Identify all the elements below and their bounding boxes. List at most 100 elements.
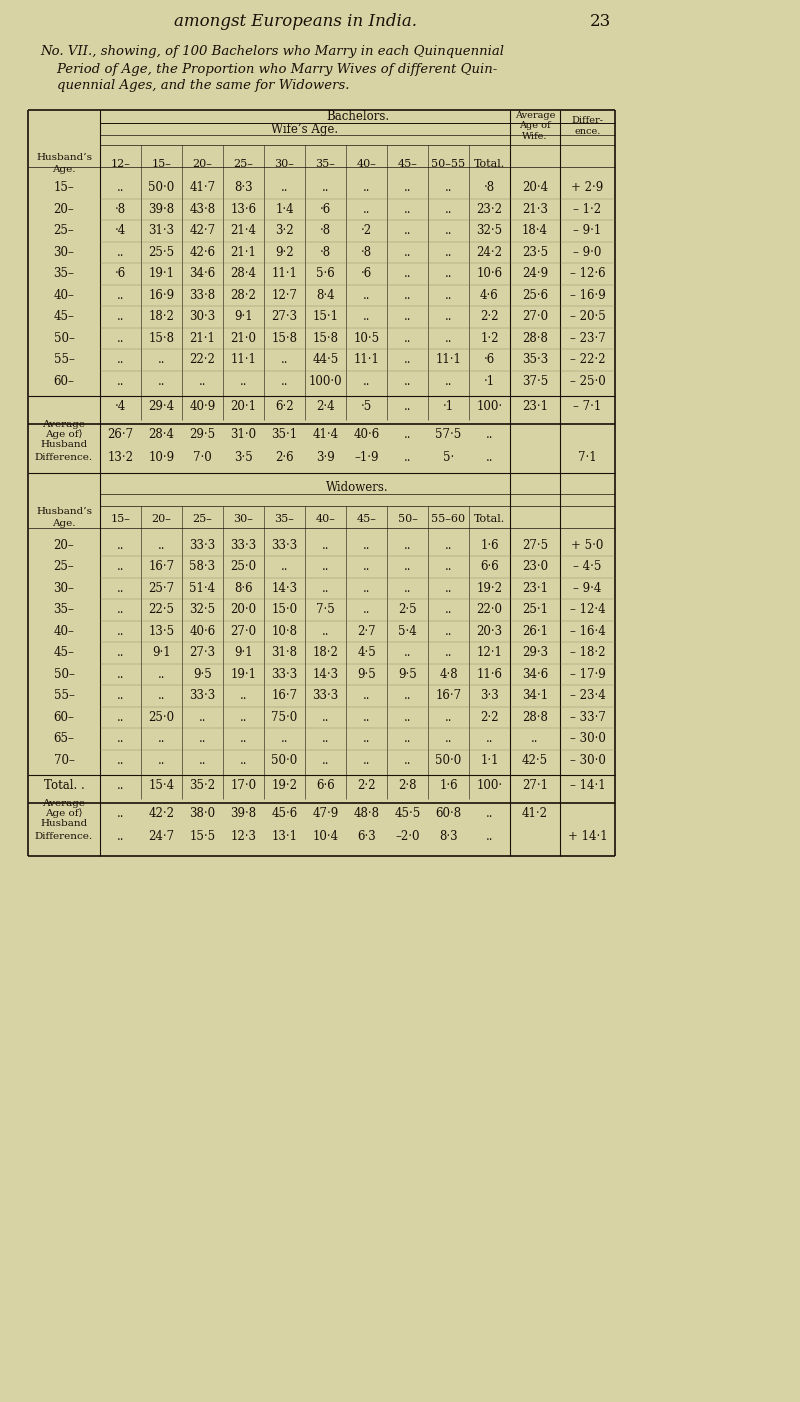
Text: – 4·5: – 4·5 — [574, 561, 602, 573]
Text: 40–: 40– — [315, 513, 335, 523]
Text: 2·8: 2·8 — [398, 780, 417, 792]
Text: 30–: 30– — [54, 245, 74, 259]
Text: – 18·2: – 18·2 — [570, 646, 606, 659]
Text: – 20·5: – 20·5 — [570, 310, 606, 324]
Text: ·4: ·4 — [115, 400, 126, 414]
Text: 30–: 30– — [234, 513, 254, 523]
Text: 30–: 30– — [54, 582, 74, 594]
Text: 100·: 100· — [477, 780, 502, 792]
Text: 20–: 20– — [193, 158, 213, 170]
Text: 55–60: 55–60 — [431, 513, 466, 523]
Text: 11·1: 11·1 — [230, 353, 257, 366]
Text: ..: .. — [486, 451, 494, 464]
Text: 12–: 12– — [110, 158, 130, 170]
Text: ..: .. — [117, 690, 124, 702]
Text: ..: .. — [362, 732, 370, 746]
Text: 51·4: 51·4 — [190, 582, 215, 594]
Text: ..: .. — [445, 646, 452, 659]
Text: ..: .. — [445, 181, 452, 195]
Text: ..: .. — [445, 625, 452, 638]
Text: ..: .. — [362, 203, 370, 216]
Text: ..: .. — [362, 603, 370, 617]
Text: + 2·9: + 2·9 — [571, 181, 604, 195]
Text: Wife’s Age.: Wife’s Age. — [271, 122, 338, 136]
Text: 6·6: 6·6 — [316, 780, 335, 792]
Text: 35·3: 35·3 — [522, 353, 548, 366]
Text: 11·1: 11·1 — [354, 353, 379, 366]
Text: 17·0: 17·0 — [230, 780, 257, 792]
Text: ·1: ·1 — [484, 374, 495, 388]
Text: ·8: ·8 — [320, 245, 331, 259]
Text: Bachelors.: Bachelors. — [326, 111, 389, 123]
Text: 42·2: 42·2 — [149, 806, 174, 820]
Text: ..: .. — [117, 310, 124, 324]
Text: 35–: 35– — [274, 513, 294, 523]
Text: 11·1: 11·1 — [435, 353, 462, 366]
Text: 5·6: 5·6 — [316, 268, 335, 280]
Text: – 17·9: – 17·9 — [570, 667, 606, 681]
Text: ..: .. — [281, 374, 288, 388]
Text: 24·9: 24·9 — [522, 268, 548, 280]
Text: ..: .. — [404, 224, 411, 237]
Text: 35–: 35– — [54, 603, 74, 617]
Text: ..: .. — [445, 582, 452, 594]
Text: 20·1: 20·1 — [230, 400, 257, 414]
Text: ..: .. — [322, 754, 330, 767]
Text: 3·3: 3·3 — [480, 690, 499, 702]
Text: – 1·2: – 1·2 — [574, 203, 602, 216]
Text: ..: .. — [198, 754, 206, 767]
Text: – 25·0: – 25·0 — [570, 374, 606, 388]
Text: 32·5: 32·5 — [477, 224, 502, 237]
Text: ..: .. — [117, 646, 124, 659]
Text: ..: .. — [117, 353, 124, 366]
Text: 22·2: 22·2 — [190, 353, 215, 366]
Text: ..: .. — [362, 181, 370, 195]
Text: 9·5: 9·5 — [357, 667, 376, 681]
Text: 9·1: 9·1 — [152, 646, 171, 659]
Text: 16·9: 16·9 — [149, 289, 174, 301]
Text: 25·6: 25·6 — [522, 289, 548, 301]
Text: 5·4: 5·4 — [398, 625, 417, 638]
Text: ..: .. — [486, 806, 494, 820]
Text: – 30·0: – 30·0 — [570, 732, 606, 746]
Text: Total. .: Total. . — [44, 780, 84, 792]
Text: ..: .. — [486, 830, 494, 843]
Text: 11·1: 11·1 — [271, 268, 298, 280]
Text: 33·3: 33·3 — [190, 538, 216, 552]
Text: ..: .. — [158, 754, 166, 767]
Text: 47·9: 47·9 — [312, 806, 338, 820]
Text: 2·4: 2·4 — [316, 400, 335, 414]
Text: ..: .. — [117, 780, 124, 792]
Text: 65–: 65– — [54, 732, 74, 746]
Text: 2·2: 2·2 — [480, 310, 498, 324]
Text: 40·9: 40·9 — [190, 400, 216, 414]
Text: ..: .. — [281, 732, 288, 746]
Text: 15·5: 15·5 — [190, 830, 215, 843]
Text: ..: .. — [404, 353, 411, 366]
Text: 20–: 20– — [54, 203, 74, 216]
Text: – 7·1: – 7·1 — [574, 400, 602, 414]
Text: 6·2: 6·2 — [275, 400, 294, 414]
Text: 9·2: 9·2 — [275, 245, 294, 259]
Text: 38·0: 38·0 — [190, 806, 215, 820]
Text: 31·0: 31·0 — [230, 428, 257, 440]
Text: 58·3: 58·3 — [190, 561, 215, 573]
Text: 26·7: 26·7 — [107, 428, 134, 440]
Text: 32·5: 32·5 — [190, 603, 215, 617]
Text: ..: .. — [281, 181, 288, 195]
Text: Husband’s: Husband’s — [36, 153, 92, 161]
Text: 35·1: 35·1 — [271, 428, 298, 440]
Text: ..: .. — [531, 732, 538, 746]
Text: 15·8: 15·8 — [313, 332, 338, 345]
Text: + 5·0: + 5·0 — [571, 538, 604, 552]
Text: quennial Ages, and the same for Widowers.: quennial Ages, and the same for Widowers… — [40, 80, 350, 93]
Text: 27·3: 27·3 — [271, 310, 298, 324]
Text: ..: .. — [117, 625, 124, 638]
Text: 4·8: 4·8 — [439, 667, 458, 681]
Text: 25·5: 25·5 — [149, 245, 174, 259]
Text: 28·2: 28·2 — [230, 289, 257, 301]
Text: 35·2: 35·2 — [190, 780, 215, 792]
Text: 41·2: 41·2 — [522, 806, 548, 820]
Text: ..: .. — [404, 451, 411, 464]
Text: 15·8: 15·8 — [149, 332, 174, 345]
